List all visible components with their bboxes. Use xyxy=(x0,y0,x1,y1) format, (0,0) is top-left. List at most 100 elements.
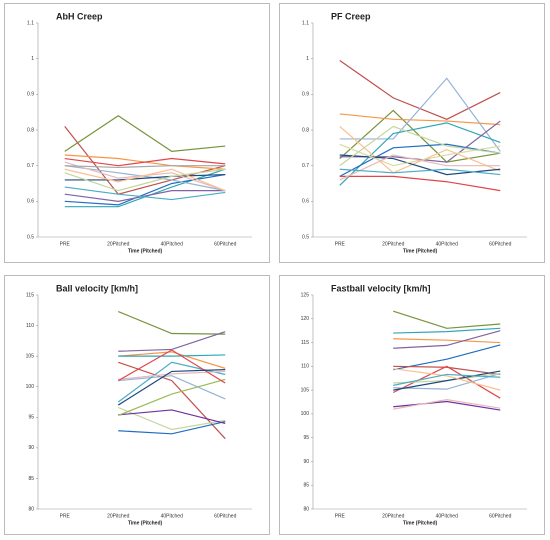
y-tick-label: 1 xyxy=(306,56,309,62)
series-line xyxy=(339,125,501,167)
y-tick-label: 85 xyxy=(28,476,34,482)
y-tick-label: 0.8 xyxy=(27,127,34,133)
series-line xyxy=(118,406,226,431)
series-line xyxy=(393,373,501,386)
series-line xyxy=(64,157,226,167)
series-line xyxy=(64,173,226,206)
series-line xyxy=(118,409,226,424)
y-tick-label: 0.6 xyxy=(302,199,309,205)
series-line xyxy=(393,338,501,344)
x-tick-label: 20Pitched xyxy=(107,241,129,247)
chart-title: Ball velocity [km/h] xyxy=(56,283,138,293)
y-tick-label: 1.1 xyxy=(27,20,34,26)
series-line xyxy=(393,400,501,411)
y-tick-label: 120 xyxy=(301,316,310,322)
x-tick-label: 40Pitched xyxy=(436,513,458,519)
series-line xyxy=(339,143,501,177)
chart-panel: PF Creep 0.5 0.6 0.7 0.8 0.9 1 1.1 PRE 20Pitched 4… xyxy=(279,3,545,263)
panel-border xyxy=(4,275,270,535)
x-tick-label: 20Pitched xyxy=(382,513,404,519)
y-tick-label: 90 xyxy=(28,445,34,451)
y-tick-label: 100 xyxy=(301,411,310,417)
x-tick-label: 60Pitched xyxy=(214,513,236,519)
y-tick-label: 105 xyxy=(26,353,35,359)
y-tick-label: 1.1 xyxy=(302,20,309,26)
y-tick-label: 90 xyxy=(303,459,309,465)
x-tick-label: 40Pitched xyxy=(436,241,458,247)
x-axis-label: Time (Pitched) xyxy=(403,248,438,254)
x-tick-label: PRE xyxy=(60,241,71,247)
y-tick-label: 95 xyxy=(303,435,309,441)
series-line xyxy=(64,190,226,202)
y-tick-label: 0.7 xyxy=(27,163,34,169)
x-axis-label: Time (Pitched) xyxy=(128,520,163,526)
y-tick-label: 85 xyxy=(303,483,309,489)
y-tick-label: 105 xyxy=(301,387,310,393)
y-tick-label: 80 xyxy=(303,506,309,512)
series-line xyxy=(64,168,226,192)
y-tick-label: 0.8 xyxy=(302,127,309,133)
x-axis-label: Time (Pitched) xyxy=(128,248,163,254)
series-line xyxy=(117,349,226,384)
x-tick-label: 40Pitched xyxy=(161,513,183,519)
series-line xyxy=(64,165,226,169)
chart-panel: Ball velocity [km/h] 80 85 90 95 100 105 110 115… xyxy=(4,275,270,535)
y-tick-label: 115 xyxy=(301,340,309,346)
chart-panel: Fastball velocity [km/h] 80 85 90 95 100 105 11… xyxy=(279,275,545,535)
series-line xyxy=(117,368,226,406)
series-line xyxy=(64,115,226,153)
x-tick-label: 20Pitched xyxy=(107,513,129,519)
chart-title: PF Creep xyxy=(331,11,371,21)
y-tick-label: 0.6 xyxy=(27,199,34,205)
panel-border xyxy=(4,3,270,263)
series-line xyxy=(393,310,501,329)
x-tick-label: 60Pitched xyxy=(489,241,511,247)
y-tick-label: 1 xyxy=(31,56,34,62)
series-line xyxy=(339,113,501,126)
x-tick-label: PRE xyxy=(335,513,346,519)
y-tick-label: 125 xyxy=(301,292,310,298)
chart-title: Fastball velocity [km/h] xyxy=(331,283,431,293)
series-line xyxy=(118,420,226,435)
series-line xyxy=(118,310,226,335)
y-tick-label: 80 xyxy=(28,506,34,512)
series-line xyxy=(339,122,501,186)
series-line xyxy=(393,370,501,391)
series-line xyxy=(393,368,501,391)
series-line xyxy=(339,168,501,176)
y-tick-label: 0.9 xyxy=(302,92,309,98)
series-line xyxy=(64,168,226,192)
series-line xyxy=(64,173,226,181)
series-line xyxy=(339,154,501,181)
y-tick-label: 0.7 xyxy=(302,163,309,169)
y-tick-label: 100 xyxy=(26,384,35,390)
x-tick-label: 60Pitched xyxy=(214,241,236,247)
y-tick-label: 0.9 xyxy=(27,92,34,98)
series-line xyxy=(64,186,226,201)
y-tick-label: 115 xyxy=(26,292,34,298)
y-tick-label: 95 xyxy=(28,415,34,421)
series-line xyxy=(339,175,501,192)
series-line xyxy=(64,165,226,192)
series-line xyxy=(118,375,226,400)
x-tick-label: 60Pitched xyxy=(489,513,511,519)
series-line xyxy=(393,372,501,390)
y-tick-label: 0.5 xyxy=(27,234,34,240)
x-axis-label: Time (Pitched) xyxy=(403,520,438,526)
x-tick-label: 20Pitched xyxy=(382,241,404,247)
series-line xyxy=(118,378,226,417)
series-line xyxy=(393,330,501,349)
chart-panel: AbH Creep 0.5 0.6 0.7 0.8 0.9 1 1.1 PRE 20Pitched… xyxy=(4,3,270,263)
x-tick-label: PRE xyxy=(60,513,71,519)
y-tick-label: 110 xyxy=(26,323,34,329)
series-line xyxy=(393,399,501,410)
y-tick-label: 110 xyxy=(301,364,309,370)
series-line xyxy=(393,327,501,334)
x-tick-label: PRE xyxy=(335,241,346,247)
series-line xyxy=(339,77,501,152)
series-line xyxy=(339,125,501,174)
series-line xyxy=(118,351,226,369)
x-tick-label: 40Pitched xyxy=(161,241,183,247)
chart-title: AbH Creep xyxy=(56,11,103,21)
